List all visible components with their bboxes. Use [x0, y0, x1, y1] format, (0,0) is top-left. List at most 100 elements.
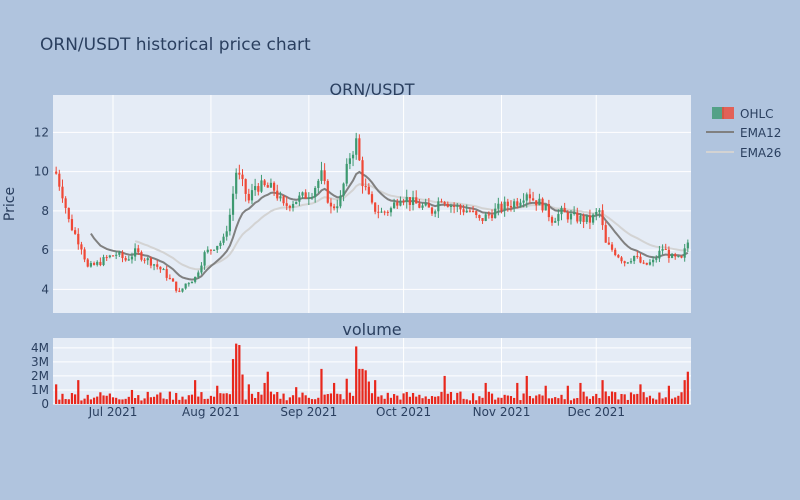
candle-body [269, 182, 273, 188]
volume-bar [531, 398, 535, 404]
candle-body [475, 211, 478, 216]
candle-body [614, 249, 617, 255]
volume-bar [58, 399, 61, 404]
candle [446, 201, 449, 208]
volume-bar [137, 395, 140, 404]
candle-body [655, 258, 658, 260]
volume-bar [130, 389, 134, 404]
volume-bar [266, 371, 269, 404]
candle-body [440, 201, 443, 203]
volume-bar [576, 398, 579, 404]
candle [212, 249, 216, 252]
candle [519, 198, 522, 208]
x-tick-labels: Jul 2021 Aug 2021 Sep 2021 Oct 2021 Nov 2021… [88, 405, 625, 419]
ema12-layer [90, 170, 689, 281]
candle-body [626, 262, 629, 264]
candle [443, 200, 446, 207]
x-tick-label: Jul 2021 [88, 405, 138, 419]
candle-body [355, 138, 358, 155]
candle-body [535, 200, 538, 206]
candle-body [152, 264, 156, 266]
volume-bar [99, 392, 102, 404]
candle-body [541, 198, 544, 211]
candle [238, 164, 241, 180]
volume-bar [528, 395, 532, 404]
volume-bar [595, 393, 598, 404]
candle [254, 178, 257, 196]
candle-body [168, 277, 171, 279]
volume-bar [257, 391, 260, 404]
legend-item-ohlc[interactable]: OHLC [712, 107, 774, 121]
candle-body [216, 245, 219, 250]
volume-bar [408, 396, 412, 404]
volume-bar [484, 382, 487, 404]
candle [560, 205, 563, 221]
volume-y-tick-label: 4M [31, 341, 49, 355]
candle [320, 161, 323, 185]
volume-bar [415, 396, 418, 404]
volume-bar [55, 384, 58, 404]
candle-body [260, 180, 263, 192]
volume-bar [187, 395, 190, 404]
candle [209, 249, 213, 255]
candle-body [591, 214, 595, 223]
candle-body [244, 179, 247, 194]
candle-body [339, 195, 342, 207]
legend-item-ema12[interactable]: EMA12 [706, 126, 781, 140]
volume-bar [468, 400, 472, 404]
candle-body [648, 262, 652, 265]
candle-body [159, 266, 162, 270]
candle-body [582, 215, 585, 222]
volume-bar [298, 397, 301, 404]
volume-bar [263, 382, 266, 404]
volume-bar [449, 391, 453, 404]
volume-bar [557, 398, 560, 404]
candle-body [576, 212, 579, 222]
candle-body [620, 257, 623, 262]
candle [197, 270, 200, 279]
candle [674, 252, 677, 260]
candle-body [516, 201, 519, 206]
candle-body [329, 202, 333, 207]
volume-bar-series [55, 343, 689, 404]
candle [304, 189, 307, 199]
candle-body [569, 214, 573, 220]
candle-body [367, 186, 370, 195]
legend-item-ema26[interactable]: EMA26 [706, 146, 781, 160]
candle-body [61, 186, 64, 199]
candle-body [639, 256, 642, 263]
candle-body [203, 252, 206, 266]
candle-body [664, 249, 667, 251]
volume-bar [162, 398, 165, 404]
volume-bar [203, 398, 206, 404]
candle [115, 251, 118, 260]
candle-body [579, 215, 582, 222]
candle [402, 198, 405, 206]
candle-body [459, 205, 462, 210]
candle [591, 213, 595, 225]
volume-bar [108, 393, 111, 404]
x-tick-label: Oct 2021 [376, 405, 431, 419]
volume-bar [124, 398, 127, 404]
candle [598, 208, 601, 218]
candle [639, 253, 642, 264]
volume-bar [591, 396, 595, 404]
candle-body [377, 211, 380, 213]
candle [686, 239, 689, 252]
candle [345, 158, 348, 187]
volume-bar [506, 395, 509, 404]
candle-body [503, 201, 506, 211]
figure-title: ORN/USDT historical price chart [40, 35, 311, 55]
candle [231, 186, 235, 221]
volume-bar [206, 398, 209, 404]
volume-bar [329, 393, 333, 404]
volume-bar [617, 399, 620, 404]
candle-body [219, 242, 222, 246]
volume-bar [244, 399, 247, 404]
candle-body [263, 180, 266, 186]
volume-bar [291, 395, 295, 404]
candle-body [399, 201, 402, 206]
candle [298, 192, 301, 206]
price-y-tick-label: 10 [34, 165, 49, 179]
